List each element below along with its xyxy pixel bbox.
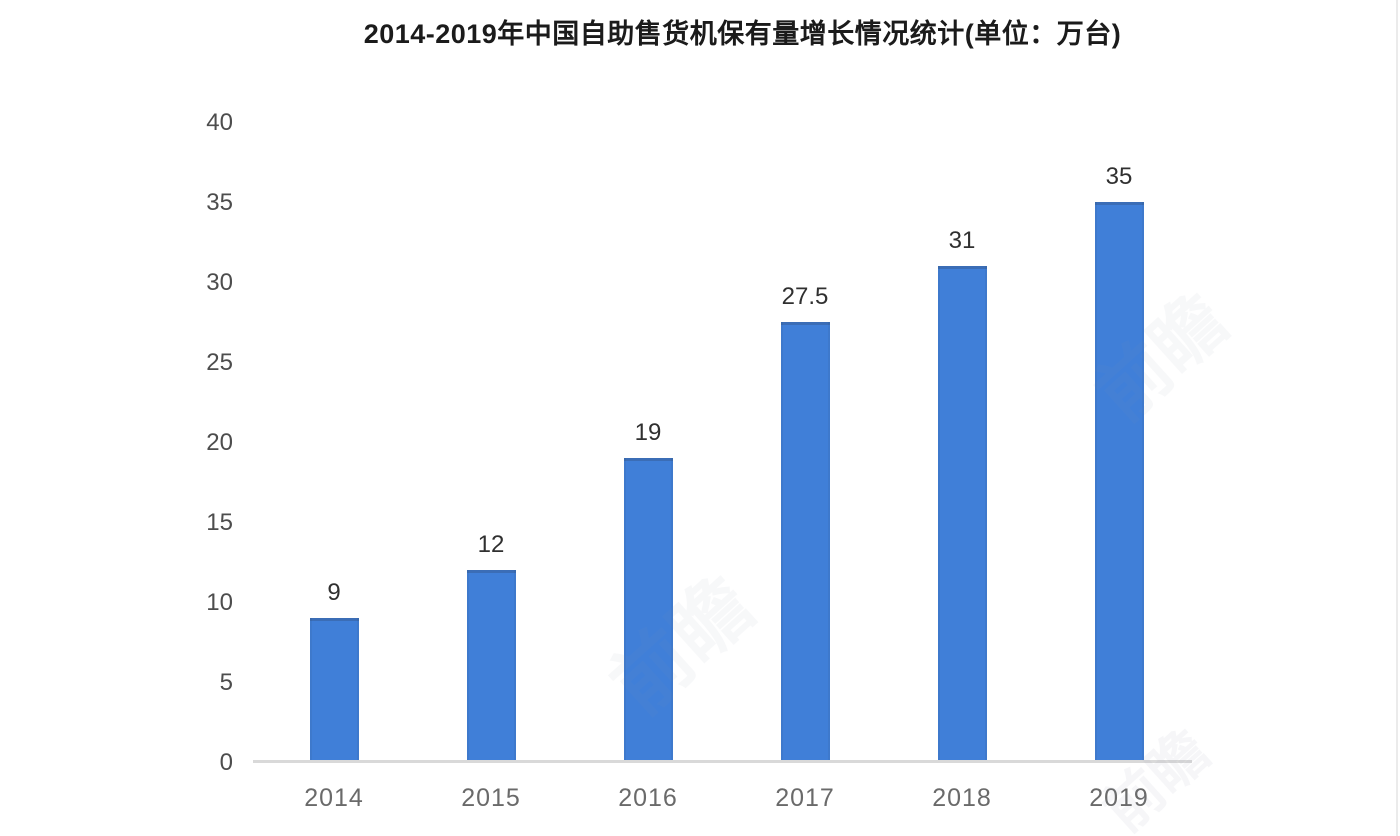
bar-value-label-2014: 9 [327, 579, 341, 606]
y-tick-label-25: 25 [206, 349, 233, 376]
x-tick-label-2014: 2014 [304, 784, 364, 812]
bar-value-label-2015: 12 [477, 531, 505, 558]
bar-value-label-2017: 27.5 [781, 283, 829, 310]
y-tick-label-20: 20 [206, 429, 233, 456]
y-tick-label-30: 30 [206, 269, 233, 296]
chart-title: 2014-2019年中国自助售货机保有量增长情况统计(单位：万台) [363, 19, 1122, 49]
watermark: 前瞻 [594, 560, 770, 731]
bar-2014 [310, 618, 359, 762]
x-tick-label-2015: 2015 [461, 784, 521, 812]
y-tick-label-0: 0 [219, 749, 233, 776]
y-tick-label-5: 5 [219, 669, 233, 696]
bar-2016 [624, 458, 673, 762]
bar-2018 [938, 266, 987, 762]
bar-value-label-2019: 35 [1105, 163, 1133, 190]
x-axis-line [253, 760, 1192, 763]
bar-value-label-2016: 19 [634, 419, 662, 446]
x-tick-label-2019: 2019 [1089, 784, 1149, 812]
y-tick-label-35: 35 [206, 189, 233, 216]
x-tick-label-2017: 2017 [775, 784, 835, 812]
y-tick-label-10: 10 [206, 589, 233, 616]
y-tick-label-40: 40 [206, 109, 233, 136]
bar-2015 [467, 570, 516, 762]
bar-2019 [1095, 202, 1144, 762]
x-tick-label-2016: 2016 [618, 784, 678, 812]
screenshot-right-edge-line [1396, 0, 1398, 836]
x-tick-label-2018: 2018 [932, 784, 992, 812]
bar-2017 [781, 322, 830, 762]
y-tick-label-15: 15 [206, 509, 233, 536]
bar-value-label-2018: 31 [948, 227, 976, 254]
